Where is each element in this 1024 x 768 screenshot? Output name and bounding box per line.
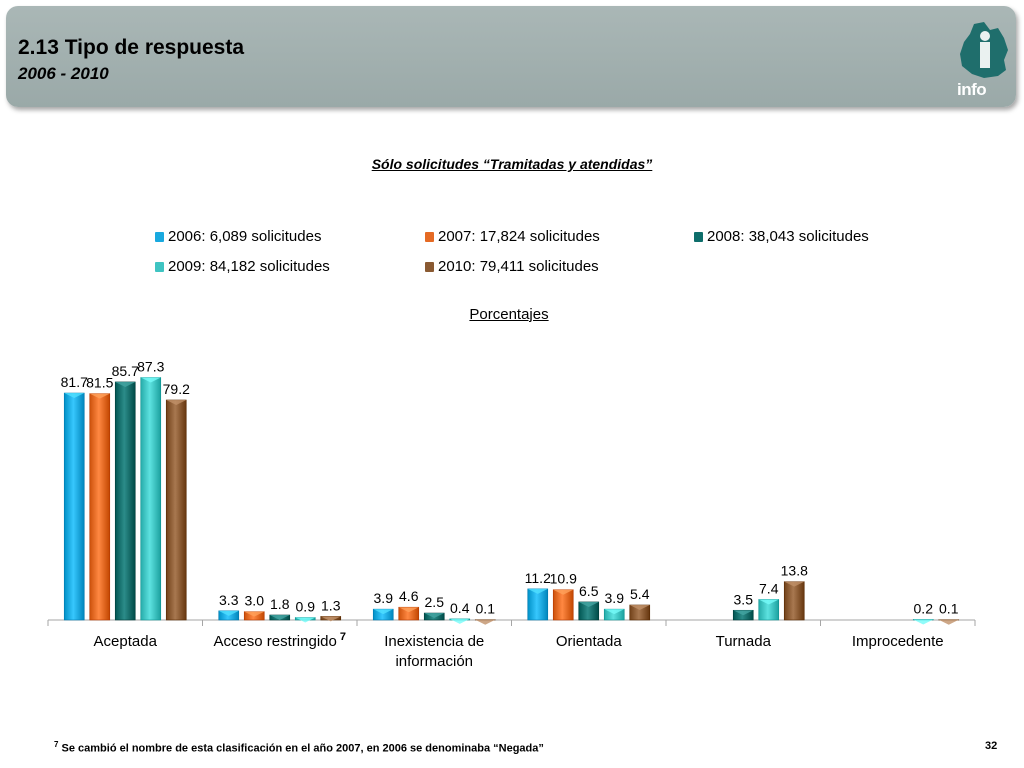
bar-bevel [913, 619, 934, 625]
legend-label-2009: 2009: 84,182 solicitudes [168, 258, 330, 275]
footnote: 7 Se cambió el nombre de esta clasificac… [54, 740, 544, 755]
bar-bevel [629, 605, 650, 610]
data-label: 3.9 [374, 590, 394, 606]
legend-swatch-2009 [155, 261, 164, 272]
bar-bevel [218, 610, 239, 616]
bar-bevel [758, 599, 779, 605]
data-label: 3.0 [245, 593, 265, 609]
bar-bevel [373, 609, 394, 615]
data-label: 87.3 [137, 359, 164, 375]
legend-label-2008: 2008: 38,043 solicitudes [707, 228, 869, 245]
legend-label-2010: 2010: 79,411 solicitudes [438, 258, 599, 275]
legend-swatch-2006 [155, 231, 164, 242]
mexico-city-map-icon [960, 22, 1008, 78]
data-label: 2.5 [425, 594, 445, 610]
category-label: Inexistencia de [384, 633, 484, 650]
data-label: 0.2 [914, 600, 934, 616]
page-title: 2.13 Tipo de respuesta [18, 36, 245, 59]
bar-bevel [269, 615, 290, 620]
category-label: Turnada [716, 633, 772, 650]
chart-note: Sólo solicitudes “Tramitadas y atendidas… [371, 156, 653, 172]
bar-bevel [604, 609, 625, 615]
category-label: Acceso restringido 7 [213, 631, 346, 650]
data-label: 81.5 [86, 375, 113, 391]
bar-bevel [938, 619, 959, 625]
bar-bevel [398, 607, 419, 613]
bar-chart: 81.781.585.787.3 79.2 3.3 3.0 1.8 0.9 1.3 3.9 4.… [47, 359, 976, 670]
bar-1-1 [63, 392, 85, 621]
bar-1-5 [165, 399, 187, 621]
data-label: 13.8 [781, 563, 808, 579]
units-label: Porcentajes [469, 306, 549, 323]
bar-bevel [784, 581, 805, 587]
category-label: Aceptada [94, 633, 158, 650]
page-number: 32 [985, 740, 998, 752]
legend-swatch-2010 [425, 261, 434, 272]
data-label: 1.8 [270, 596, 290, 612]
legend-item-2007: 2007: 17,824 solicitudes [425, 228, 600, 245]
data-label: 0.1 [476, 601, 496, 617]
bar-1-2 [89, 393, 111, 621]
data-label: 0.4 [450, 600, 470, 616]
legend-swatch-2008 [694, 231, 703, 242]
data-label: 10.9 [550, 571, 577, 587]
legend-label-2007: 2007: 17,824 solicitudes [438, 228, 600, 245]
bar-bevel [64, 393, 85, 399]
category-label: información [395, 653, 473, 670]
legend-item-2010: 2010: 79,411 solicitudes [425, 258, 599, 275]
data-label: 11.2 [525, 570, 551, 586]
bar-4-4 [603, 608, 625, 621]
data-label: 4.6 [399, 588, 419, 604]
bar-bevel [424, 613, 445, 619]
data-label: 81.7 [61, 374, 88, 390]
data-label: 0.9 [296, 599, 316, 615]
bar-3-1 [372, 608, 394, 621]
data-label: 6.5 [579, 583, 599, 599]
data-label: 7.4 [759, 580, 779, 596]
bar-bevel [578, 601, 599, 607]
info-logo: info [954, 20, 1016, 110]
legend-item-2006: 2006: 6,089 solicitudes [155, 228, 321, 245]
bar-1-4 [140, 377, 162, 621]
legend-item-2009: 2009: 84,182 solicitudes [155, 258, 330, 275]
bar-bevel [733, 610, 754, 616]
header-banner: 2.13 Tipo de respuesta 2006 - 2010 info [6, 6, 1016, 107]
bar-5-5 [783, 581, 805, 621]
footnote-marker: 7 [54, 740, 59, 749]
bar-bevel [527, 588, 548, 594]
bar-bevel [320, 616, 341, 622]
category-label: Improcedente [852, 633, 944, 650]
legend-swatch-2007 [425, 231, 434, 242]
data-label: 1.3 [321, 597, 341, 613]
bar-bevel [140, 377, 161, 383]
legend-label-2006: 2006: 6,089 solicitudes [168, 228, 322, 245]
bar-bevel [295, 617, 316, 623]
data-label: 79.2 [163, 381, 190, 397]
data-label: 85.7 [112, 363, 139, 379]
logo-text: info [957, 80, 987, 99]
bar-bevel [475, 619, 496, 625]
bar-bevel [89, 393, 110, 399]
data-label: 3.3 [219, 592, 239, 608]
bar-bevel [115, 381, 136, 387]
page-subtitle: 2006 - 2010 [18, 64, 109, 83]
footnote-text: Se cambió el nombre de esta clasificació… [61, 742, 544, 755]
category-superscript: 7 [337, 631, 346, 643]
category-label: Orientada [556, 633, 623, 650]
data-label: 0.1 [939, 601, 959, 617]
bar-bevel [244, 611, 265, 617]
bar-bevel [166, 400, 187, 405]
chart-legend: 2006: 6,089 solicitudes 2007: 17,824 sol… [0, 228, 1024, 284]
legend-item-2008: 2008: 38,043 solicitudes [694, 228, 869, 245]
data-label: 3.9 [605, 590, 625, 606]
bar-bevel [553, 589, 574, 595]
data-label: 3.5 [734, 591, 754, 607]
data-label: 5.4 [630, 586, 650, 602]
bar-bevel [449, 618, 470, 624]
bar-1-3 [114, 381, 136, 621]
